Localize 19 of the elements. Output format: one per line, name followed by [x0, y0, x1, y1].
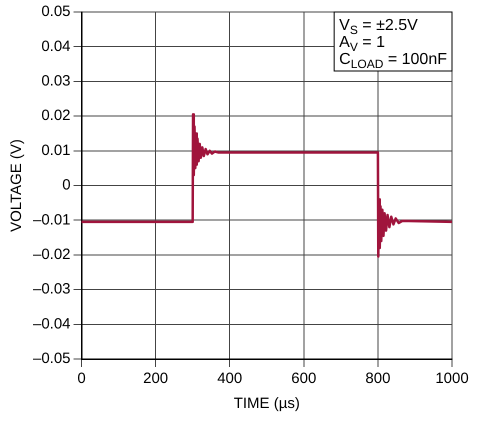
- y-tick-label: –0.03: [32, 280, 71, 298]
- y-tick-label: 0.05: [41, 3, 71, 20]
- y-tick-label: 0.01: [41, 142, 71, 159]
- y-tick-label: 0: [62, 176, 71, 194]
- y-tick-label: –0.01: [32, 211, 71, 228]
- y-tick-label: 0.03: [41, 72, 71, 90]
- x-tick-label: 800: [365, 370, 390, 388]
- y-tick-label: 0.04: [41, 38, 71, 55]
- y-tick-label: –0.02: [32, 246, 71, 264]
- x-tick-label: 1000: [435, 370, 469, 388]
- x-tick-label: 200: [143, 370, 168, 388]
- y-tick-label: –0.05: [32, 350, 71, 368]
- x-axis-title: TIME (µs): [234, 395, 300, 412]
- x-tick-label: 0: [77, 370, 86, 388]
- y-tick-label: 0.02: [41, 107, 71, 124]
- y-axis-title: VOLTAGE (V): [8, 139, 26, 232]
- x-tick-label: 400: [217, 370, 242, 388]
- y-tick-label: –0.04: [32, 315, 71, 332]
- x-tick-label: 600: [291, 370, 316, 388]
